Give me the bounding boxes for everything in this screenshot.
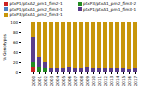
- svg-text:80: 80: [13, 30, 19, 35]
- svg-text:0: 0: [15, 70, 18, 75]
- svg-text:2005: 2005: [61, 76, 66, 86]
- svg-text:2010: 2010: [91, 76, 96, 86]
- svg-text:2015: 2015: [121, 76, 126, 86]
- svg-text:2009: 2009: [85, 76, 90, 86]
- html-text:ptxP1/ptxA1_prn2_fim3-1: ptxP1/ptxA1_prn2_fim3-1: [9, 6, 63, 12]
- svg-text:2000: 2000: [31, 76, 36, 86]
- svg-text:2007: 2007: [73, 76, 78, 86]
- html-text:ptxP3/ptxA1_prn2_fim3-1: ptxP3/ptxA1_prn2_fim3-1: [9, 12, 63, 17]
- svg-text:60: 60: [13, 40, 19, 45]
- svg-text:2016: 2016: [127, 76, 132, 86]
- svg-text:2013: 2013: [109, 76, 114, 86]
- svg-text:2003: 2003: [49, 76, 54, 86]
- html-text:ptxP1/ptxA2_prn1_fim2-1: ptxP1/ptxA2_prn1_fim2-1: [9, 1, 63, 6]
- svg-text:100: 100: [10, 20, 18, 25]
- svg-text:2017: 2017: [133, 76, 138, 86]
- html-text:ptxP1/ptxA1_prn1_fim3-1: ptxP1/ptxA1_prn1_fim3-1: [83, 6, 137, 12]
- svg-text:2004: 2004: [55, 76, 60, 86]
- svg-text:2001: 2001: [37, 76, 42, 86]
- svg-text:2011: 2011: [97, 76, 102, 86]
- svg-text:2006: 2006: [67, 76, 72, 86]
- svg-text:% Genotypes: % Genotypes: [2, 34, 7, 61]
- svg-text:40: 40: [13, 50, 19, 55]
- svg-text:2008: 2008: [79, 76, 84, 86]
- svg-text:20: 20: [13, 60, 19, 65]
- html-text:ptxP3/ptxA1_prn2_fim3-2: ptxP3/ptxA1_prn2_fim3-2: [83, 1, 137, 6]
- svg-text:2014: 2014: [115, 76, 120, 86]
- svg-text:2002: 2002: [43, 76, 48, 86]
- svg-text:2012: 2012: [103, 76, 108, 86]
